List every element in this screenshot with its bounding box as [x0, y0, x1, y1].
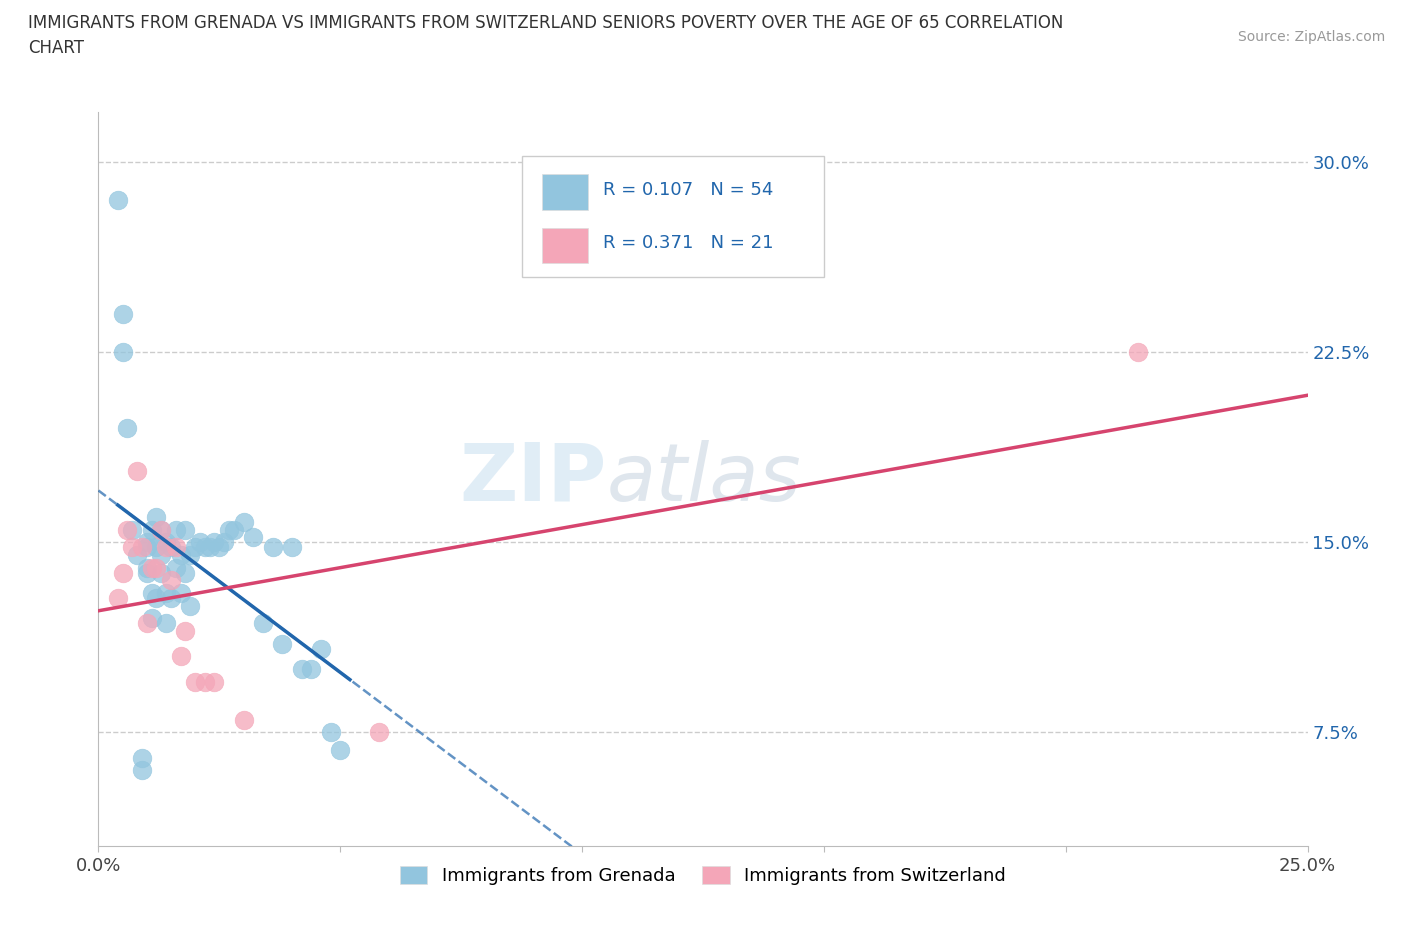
Point — [107, 591, 129, 605]
Point — [150, 548, 173, 563]
Point — [141, 586, 163, 601]
Point — [165, 560, 187, 575]
Point — [141, 522, 163, 537]
Point — [232, 514, 254, 529]
Point — [174, 522, 197, 537]
Point — [271, 636, 294, 651]
FancyBboxPatch shape — [543, 174, 588, 209]
Point — [165, 522, 187, 537]
Point — [299, 661, 322, 676]
Point — [111, 565, 134, 580]
Text: ZIP: ZIP — [458, 440, 606, 518]
Point — [155, 616, 177, 631]
Point — [262, 540, 284, 555]
Point — [194, 674, 217, 689]
Point — [222, 522, 245, 537]
Point — [141, 611, 163, 626]
Point — [204, 674, 226, 689]
Point — [174, 623, 197, 638]
Point — [141, 560, 163, 575]
Point — [188, 535, 211, 550]
Point — [198, 540, 221, 555]
Point — [117, 522, 139, 537]
Point — [252, 616, 274, 631]
Point — [169, 586, 191, 601]
Point — [281, 540, 304, 555]
Point — [179, 548, 201, 563]
Text: CHART: CHART — [28, 39, 84, 57]
Point — [160, 573, 183, 588]
Point — [290, 661, 312, 676]
Point — [107, 193, 129, 207]
Point — [135, 565, 157, 580]
Point — [150, 522, 173, 537]
Point — [160, 540, 183, 555]
Point — [309, 642, 332, 657]
Point — [145, 540, 167, 555]
Text: IMMIGRANTS FROM GRENADA VS IMMIGRANTS FROM SWITZERLAND SENIORS POVERTY OVER THE : IMMIGRANTS FROM GRENADA VS IMMIGRANTS FR… — [28, 14, 1063, 32]
Point — [212, 535, 235, 550]
Point — [329, 742, 352, 757]
Point — [218, 522, 240, 537]
Point — [169, 649, 191, 664]
Point — [232, 712, 254, 727]
Point — [1128, 345, 1150, 360]
Point — [127, 548, 149, 563]
Point — [150, 522, 173, 537]
Point — [145, 560, 167, 575]
Point — [135, 560, 157, 575]
Point — [111, 307, 134, 322]
Text: Source: ZipAtlas.com: Source: ZipAtlas.com — [1237, 30, 1385, 44]
Point — [155, 535, 177, 550]
Point — [174, 565, 197, 580]
Point — [242, 530, 264, 545]
FancyBboxPatch shape — [522, 155, 824, 277]
Point — [319, 724, 342, 739]
Point — [121, 522, 143, 537]
Point — [155, 586, 177, 601]
Point — [111, 345, 134, 360]
Point — [131, 751, 153, 765]
Point — [131, 763, 153, 777]
Point — [184, 674, 207, 689]
Point — [117, 421, 139, 436]
Text: atlas: atlas — [606, 440, 801, 518]
Point — [208, 540, 231, 555]
Point — [150, 565, 173, 580]
Legend: Immigrants from Grenada, Immigrants from Switzerland: Immigrants from Grenada, Immigrants from… — [394, 858, 1012, 893]
Point — [145, 510, 167, 525]
Point — [179, 598, 201, 613]
Point — [184, 540, 207, 555]
Point — [135, 535, 157, 550]
Point — [160, 591, 183, 605]
Text: R = 0.107   N = 54: R = 0.107 N = 54 — [603, 180, 773, 199]
Text: R = 0.371   N = 21: R = 0.371 N = 21 — [603, 234, 773, 252]
Point — [169, 548, 191, 563]
Point — [121, 540, 143, 555]
Point — [155, 540, 177, 555]
Point — [135, 540, 157, 555]
Point — [131, 540, 153, 555]
Point — [368, 724, 391, 739]
Point — [127, 464, 149, 479]
Point — [145, 591, 167, 605]
Point — [135, 616, 157, 631]
Point — [204, 535, 226, 550]
Point — [194, 540, 217, 555]
Point — [165, 540, 187, 555]
FancyBboxPatch shape — [543, 228, 588, 263]
